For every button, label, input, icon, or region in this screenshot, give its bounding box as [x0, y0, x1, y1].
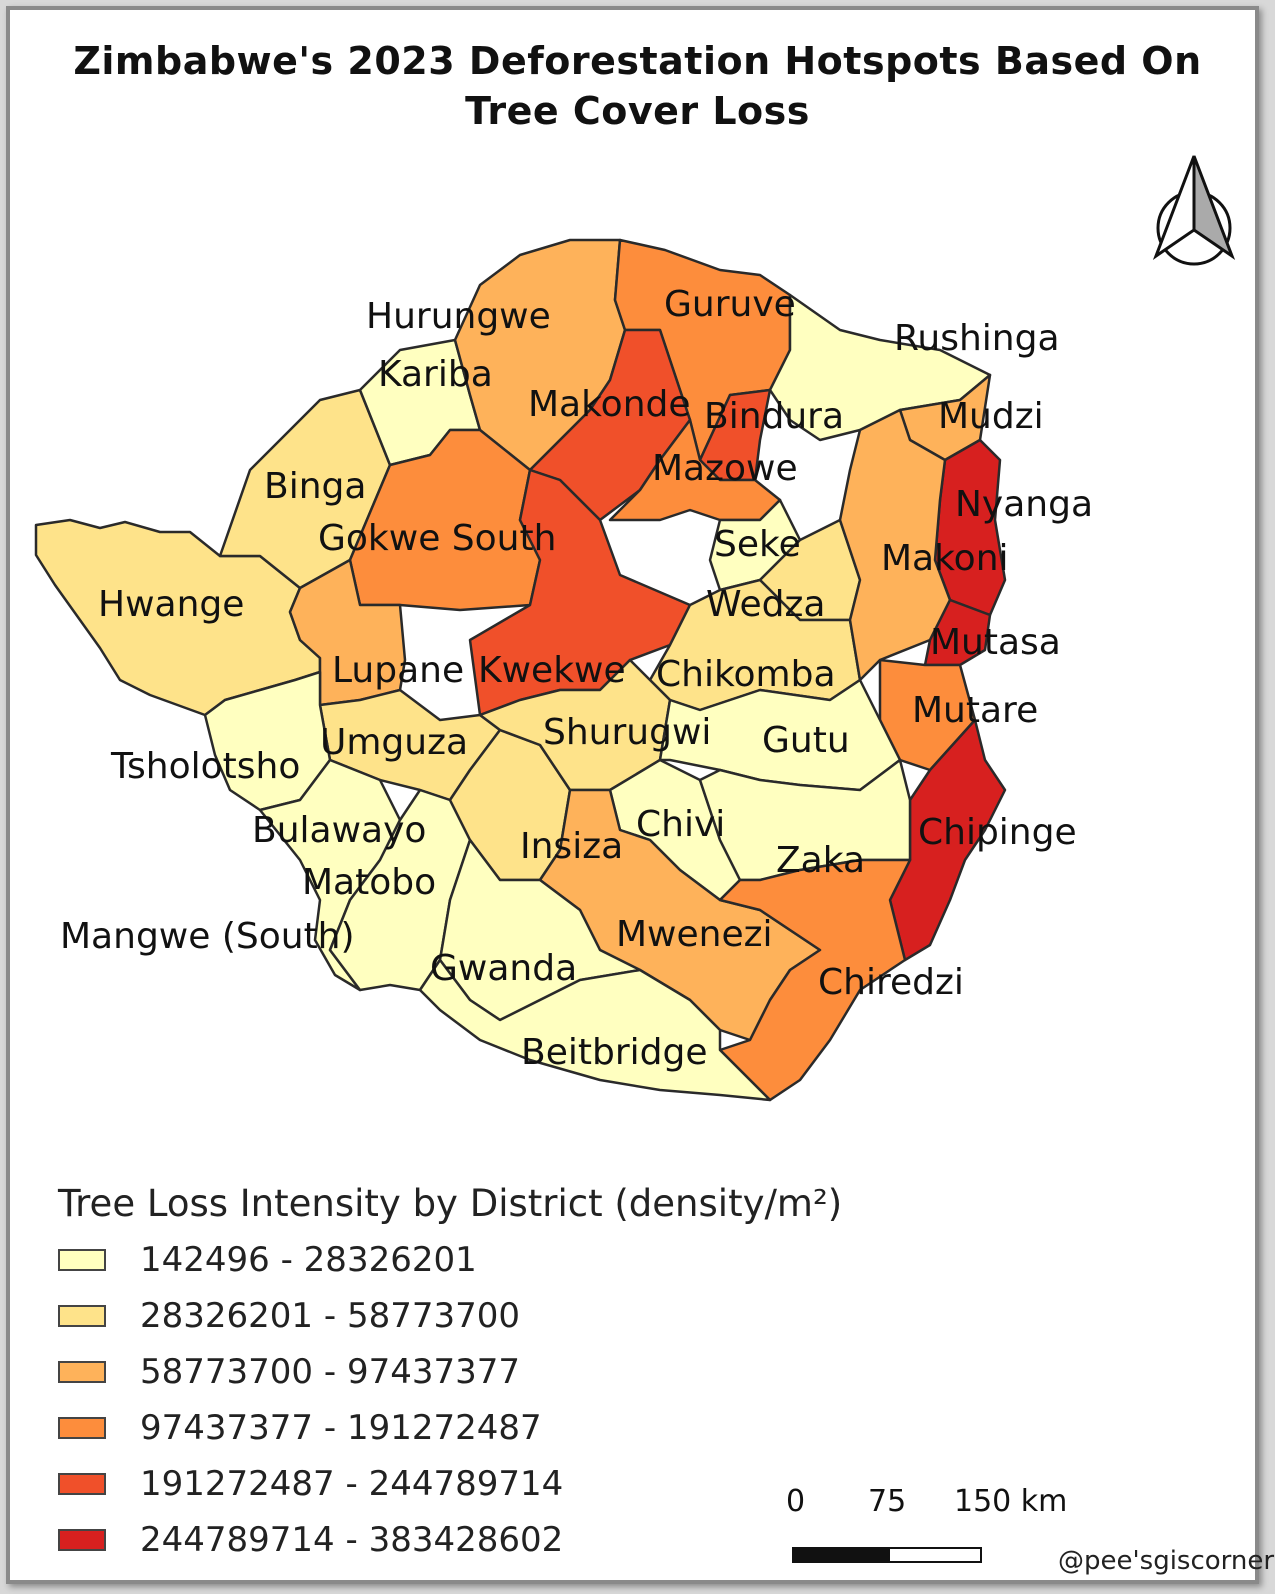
district-label-binga: Binga [264, 466, 366, 507]
district-label-rushinga: Rushinga [894, 318, 1060, 359]
district-tsholotsho [203, 670, 332, 812]
legend-swatch-1 [58, 1249, 106, 1271]
district-label-insiza: Insiza [520, 826, 623, 867]
north-arrow-icon [1152, 155, 1236, 266]
district-label-gutu: Gutu [762, 720, 850, 761]
district-label-hwange: Hwange [98, 584, 244, 625]
district-label-mudzi: Mudzi [938, 396, 1044, 437]
legend-label-3: 58773700 - 97437377 [140, 1352, 520, 1392]
district-label-makoni: Makoni [881, 538, 1009, 579]
legend-label-5: 191272487 - 244789714 [140, 1464, 564, 1504]
district-label-mwenezi: Mwenezi [616, 914, 773, 955]
district-label-makonde: Makonde [528, 384, 691, 425]
district-label-gwanda: Gwanda [430, 948, 577, 989]
legend-title: Tree Loss Intensity by District (density… [58, 1182, 843, 1225]
district-label-mutare: Mutare [912, 690, 1038, 731]
district-label-matobo: Matobo [302, 862, 436, 903]
district-label-beitbridge: Beitbridge [521, 1032, 707, 1073]
legend-swatch-5 [58, 1473, 106, 1495]
map-title: Zimbabwe's 2023 Deforestation Hotspots B… [0, 36, 1275, 136]
legend-swatch-6 [58, 1529, 106, 1551]
district-label-seke: Seke [714, 524, 801, 565]
district-label-kwekwe: Kwekwe [478, 650, 626, 691]
district-label-mangwe-south: Mangwe (South) [60, 916, 355, 957]
credit-text: @pee'sgiscorner [1058, 1546, 1275, 1576]
district-label-mutasa: Mutasa [930, 622, 1061, 663]
map-title-line-1: Zimbabwe's 2023 Deforestation Hotspots B… [73, 39, 1202, 83]
legend-swatch-2 [58, 1305, 106, 1327]
scale-label-150: 150 km [954, 1484, 1068, 1519]
district-label-gokwe-south: Gokwe South [318, 518, 556, 559]
legend-swatch-4 [58, 1417, 106, 1439]
district-label-chipinge: Chipinge [918, 812, 1077, 853]
district-label-umguza: Umguza [320, 722, 468, 763]
district-label-tsholotsho: Tsholotsho [110, 746, 300, 787]
district-label-kariba: Kariba [378, 354, 493, 395]
legend-label-1: 142496 - 28326201 [140, 1240, 477, 1280]
scale-label-75: 75 [868, 1484, 907, 1519]
legend-swatch-3 [58, 1361, 106, 1383]
district-label-nyanga: Nyanga [955, 484, 1093, 525]
district-beitbridge [418, 958, 772, 1102]
district-label-chikomba: Chikomba [656, 654, 836, 695]
district-label-chivi: Chivi [636, 804, 725, 845]
map-title-line-2: Tree Cover Loss [465, 89, 810, 133]
district-label-guruve: Guruve [664, 284, 796, 325]
legend-label-6: 244789714 - 383428602 [140, 1520, 564, 1560]
district-label-mazowe: Mazowe [652, 448, 798, 489]
district-label-bindura: Bindura [704, 396, 844, 437]
district-label-wedza: Wedza [706, 584, 825, 625]
district-label-hurungwe: Hurungwe [366, 296, 551, 337]
legend-label-2: 28326201 - 58773700 [140, 1296, 520, 1336]
district-label-shurugwi: Shurugwi [543, 712, 711, 753]
district-label-lupane: Lupane [332, 650, 464, 691]
scale-label-0: 0 [786, 1484, 806, 1519]
district-label-bulawayo: Bulawayo [252, 810, 426, 851]
legend-label-4: 97437377 - 191272487 [140, 1408, 542, 1448]
scale-bar [792, 1547, 982, 1563]
district-label-chiredzi: Chiredzi [818, 962, 964, 1003]
district-label-zaka: Zaka [776, 840, 865, 881]
